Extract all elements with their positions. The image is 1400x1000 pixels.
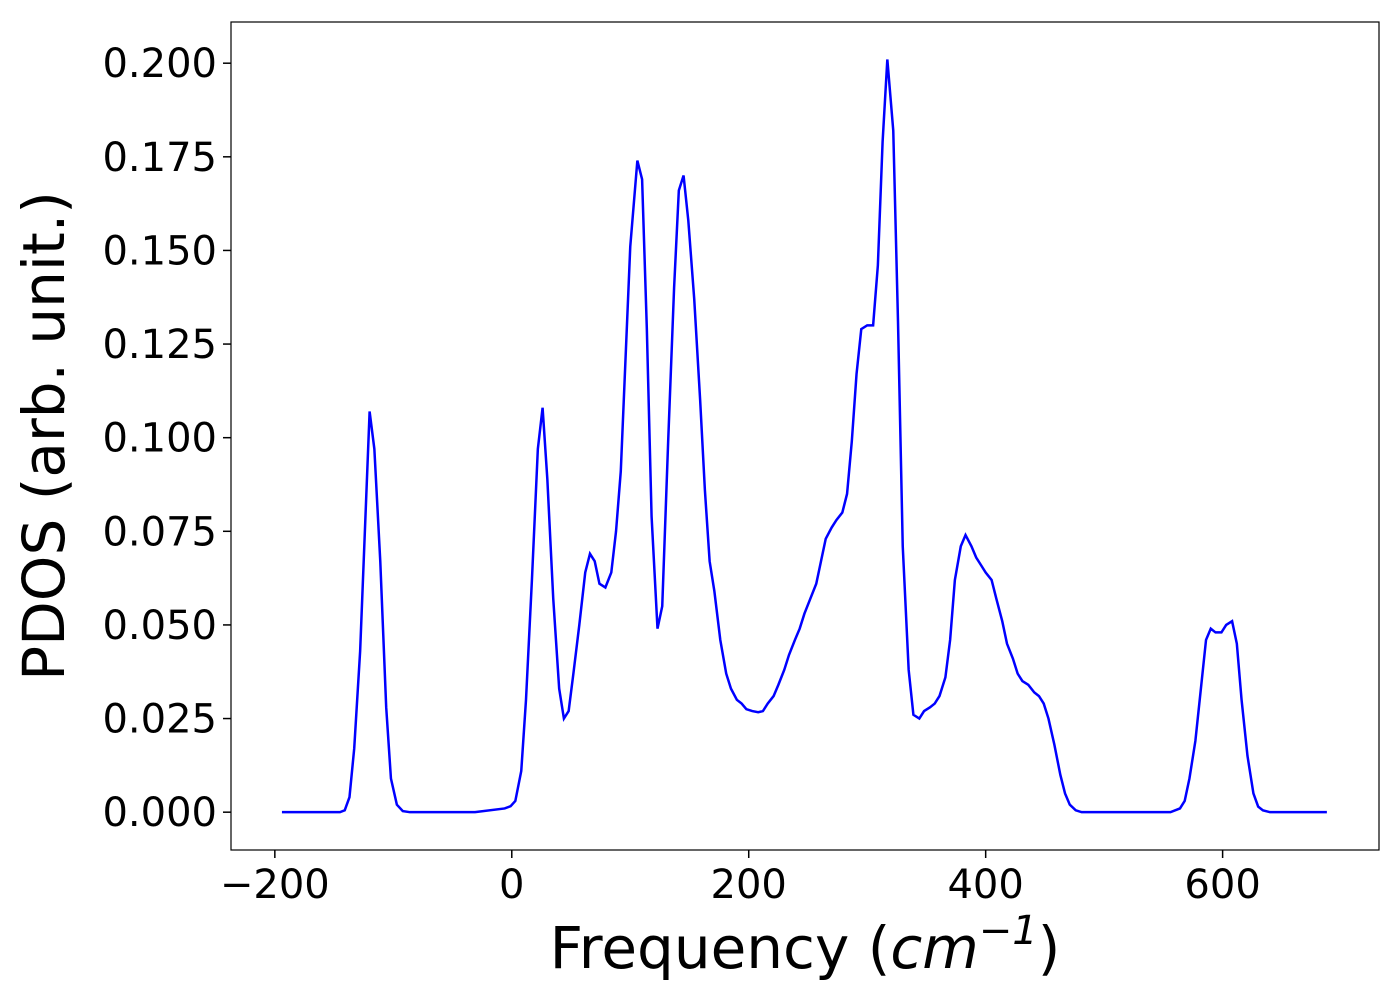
x-label-unit: cm <box>890 914 978 982</box>
x-tick-label: 0 <box>499 862 524 908</box>
x-label-text: Frequency ( <box>550 914 891 982</box>
y-tick-label: 0.050 <box>102 603 217 649</box>
x-tick-label: 400 <box>947 862 1023 908</box>
x-tick-label: 200 <box>711 862 787 908</box>
x-tick-label: −200 <box>220 862 330 908</box>
plot-frame <box>230 21 1380 851</box>
x-tick-label: 600 <box>1184 862 1260 908</box>
data-line <box>281 59 1327 814</box>
x-axis-label: Frequency (cm−1) <box>550 908 1061 982</box>
y-tick-label: 0.000 <box>102 790 217 836</box>
x-label-exponent: −1 <box>979 908 1038 954</box>
y-axis-label: PDOS (arb. unit.) <box>10 191 78 681</box>
y-tick-label: 0.200 <box>102 41 217 87</box>
y-tick-label: 0.175 <box>102 135 217 181</box>
y-tick-label: 0.025 <box>102 697 217 743</box>
y-tick-label: 0.150 <box>102 228 217 274</box>
y-tick-label: 0.100 <box>102 416 217 462</box>
y-tick-label: 0.075 <box>102 509 217 555</box>
y-tick-label: 0.125 <box>102 322 217 368</box>
x-label-close: ) <box>1038 914 1061 982</box>
